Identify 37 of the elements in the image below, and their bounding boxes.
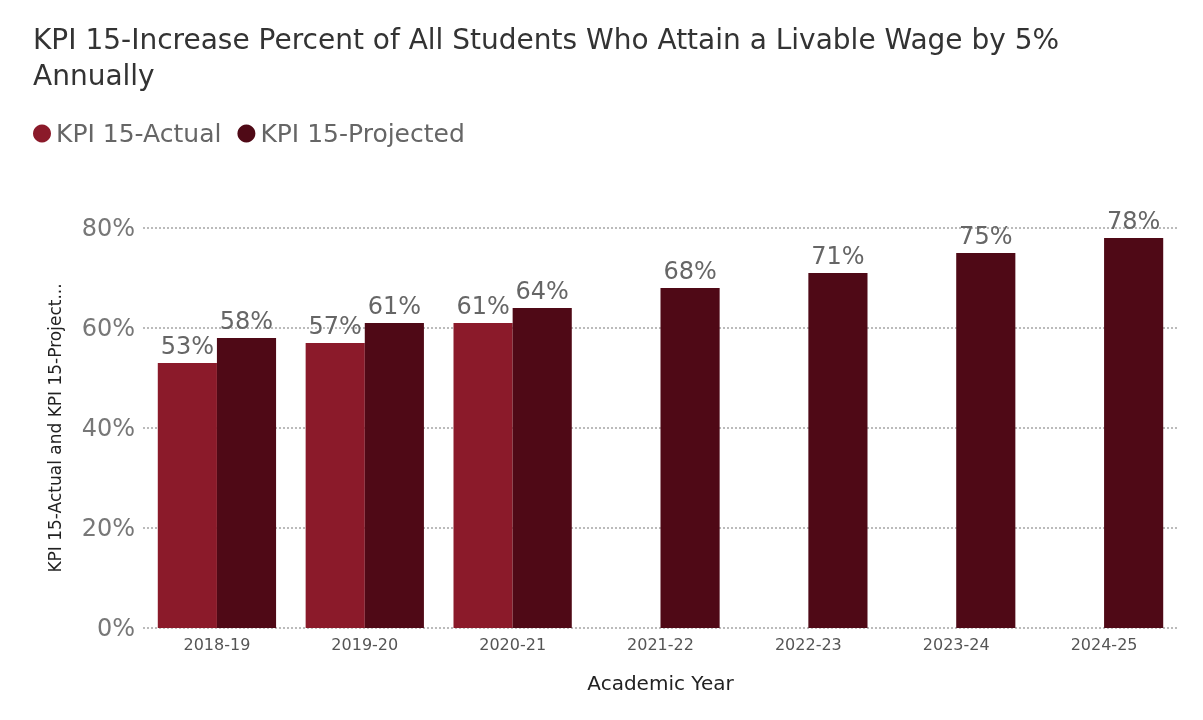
y-tick-label: 60% xyxy=(81,314,135,342)
x-tick-label: 2019-20 xyxy=(331,634,399,654)
x-tick-label: 2022-23 xyxy=(774,634,842,654)
chart-title: KPI 15-Increase Percent of All Students Who Attain a Livable Wage by 5% Annually xyxy=(33,22,1069,92)
bar xyxy=(216,338,277,628)
y-tick-label: 20% xyxy=(81,514,135,542)
data-label: 64% xyxy=(515,277,569,305)
data-label: 58% xyxy=(219,307,274,335)
bar xyxy=(808,273,868,628)
x-tick-label: 2023-24 xyxy=(922,634,990,654)
legend-label: KPI 15-Projected xyxy=(260,119,465,148)
data-label: 61% xyxy=(456,292,510,320)
data-label: 75% xyxy=(959,222,1013,250)
bar xyxy=(956,253,1016,628)
bar xyxy=(453,323,513,628)
x-tick-label: 2018-19 xyxy=(183,634,251,654)
x-tick-label: 2021-22 xyxy=(627,634,694,654)
data-label: 68% xyxy=(663,257,717,285)
data-label: 61% xyxy=(367,292,422,320)
data-label: 53% xyxy=(160,332,215,360)
bar xyxy=(660,288,720,628)
legend-label: KPI 15-Actual xyxy=(56,119,222,148)
x-tick-label: 2020-21 xyxy=(479,634,547,654)
bar xyxy=(512,308,572,628)
data-label: 78% xyxy=(1106,207,1161,235)
y-tick-label: 40% xyxy=(81,414,135,442)
y-tick-label: 80% xyxy=(81,214,135,242)
y-tick-label: 0% xyxy=(96,614,135,642)
data-label: 57% xyxy=(308,312,362,340)
bar xyxy=(1104,238,1164,628)
bar xyxy=(305,343,365,628)
x-axis-title: Academic Year xyxy=(587,671,735,695)
x-tick-label: 2024-25 xyxy=(1070,634,1138,654)
data-label: 71% xyxy=(811,242,865,270)
bar xyxy=(364,323,424,628)
bar xyxy=(157,363,217,628)
y-axis-title: KPI 15-Actual and KPI 15-Project... xyxy=(44,283,65,573)
